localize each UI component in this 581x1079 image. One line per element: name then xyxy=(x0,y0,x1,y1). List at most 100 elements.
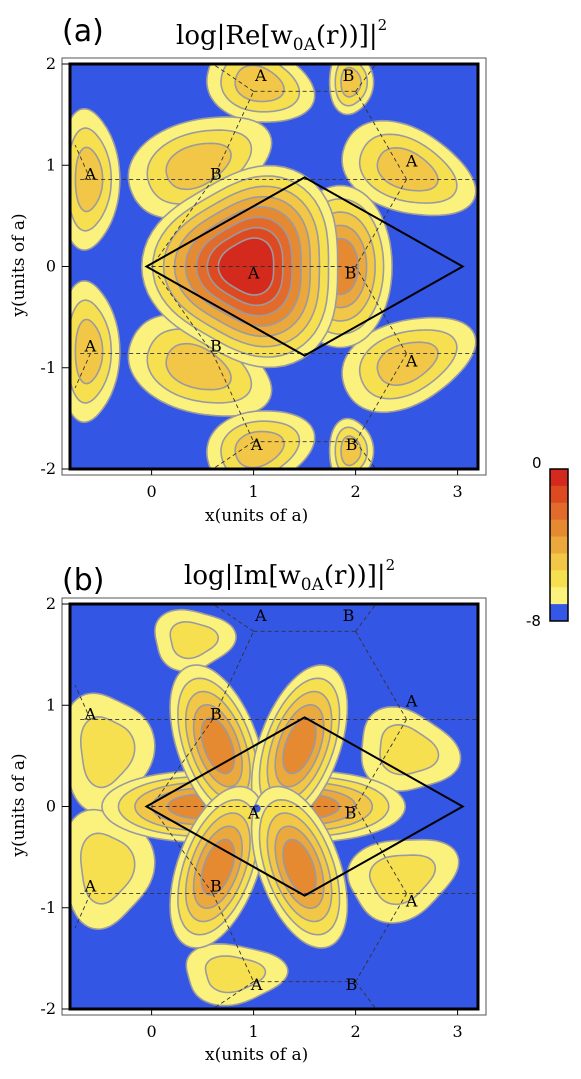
title-a-func: Re xyxy=(225,21,261,51)
p1-petal-2-level-1 xyxy=(169,621,220,660)
colorbar-frame xyxy=(549,468,569,622)
panel-0-ytick-label-0: 2 xyxy=(46,54,56,73)
colorbar-segment-1 xyxy=(550,485,568,504)
panel-0-site-a-5: A xyxy=(247,264,260,283)
panel-1-bond-9 xyxy=(355,631,407,720)
panel-1-ytick-label-4: -2 xyxy=(40,999,56,1018)
panel-1-xtick-label-1: 1 xyxy=(249,1022,259,1041)
panel-1-bond-18 xyxy=(74,684,91,720)
colorbar-segment-0 xyxy=(550,469,568,487)
panel-1-plot: A B A B A A B A B A A B 0 1 2 3 2 1 0 -1 -2 xyxy=(40,594,487,1041)
panel-a-xlabel: x(units of a) xyxy=(205,506,309,526)
panel-0-ytick-label-4: -2 xyxy=(40,459,56,478)
panel-0-site-a-4: A xyxy=(405,151,418,170)
colorbar-segment-8 xyxy=(550,604,568,622)
panel-0-site-b-1: B xyxy=(343,66,355,85)
panel-1-bond-7 xyxy=(151,719,214,807)
panel-0-xtick-label-2: 2 xyxy=(351,482,361,501)
title-b-prefix: log xyxy=(184,561,225,591)
panel-1-site-a-9: A xyxy=(405,892,418,911)
panel-1-xtick-label-0: 0 xyxy=(147,1022,157,1041)
panel-0-bond-19 xyxy=(74,353,91,389)
panel-1-ytick-label-0: 2 xyxy=(46,594,56,613)
panel-1-bond-6 xyxy=(212,893,255,982)
colorbar-min-label: -8 xyxy=(526,612,541,630)
panel-0-site-b-11: B xyxy=(346,435,358,454)
panel-b-label: (b) xyxy=(62,563,105,598)
colorbar xyxy=(549,468,569,622)
panel-1-site-a-5: A xyxy=(247,804,260,823)
panel-0-bond-15 xyxy=(355,64,377,92)
panel-1-bond-19 xyxy=(74,893,91,929)
panel-1-site-b-11: B xyxy=(346,975,358,994)
panel-0-bond-17 xyxy=(355,441,377,469)
panel-0-xtick-label-1: 1 xyxy=(249,482,259,501)
title-b-func: Im xyxy=(233,561,269,591)
title-b-w: w xyxy=(278,561,301,591)
panel-0-bond-8 xyxy=(151,266,214,354)
panel-1-bond-11 xyxy=(355,719,407,807)
panel-1-bond-12 xyxy=(355,806,407,894)
panel-0-field: A B A B A A B A B A A B xyxy=(70,64,478,469)
panel-0-unit-cell xyxy=(144,176,465,357)
p1-petal-0-level-1 xyxy=(80,715,136,789)
panel-1-site-a-7: A xyxy=(84,877,97,896)
title-b-sub: 0A xyxy=(300,575,324,595)
panel-0-bond-6 xyxy=(212,353,255,442)
panel-1-field: A B A B A A B A B A A B xyxy=(70,604,478,1009)
p1-petal-3-level-1 xyxy=(379,723,440,776)
p0-lobe-7-level-2 xyxy=(376,341,439,387)
panel-0-site-a-10: A xyxy=(250,435,263,454)
p1-petal-4-level-1 xyxy=(368,854,437,906)
panel-b-title: log|Im[w0A(r))]|2 xyxy=(184,556,396,595)
panel-0-bond-18 xyxy=(74,144,91,180)
panel-b-ylabel: y(units of a) xyxy=(9,753,29,857)
panel-0-plot: A B A B A A B A B A A B 0 1 2 3 2 1 0 -1 -2 xyxy=(40,54,487,501)
panel-1-site-a-10: A xyxy=(250,975,263,994)
panel-0-site-a-2: A xyxy=(84,164,97,183)
panel-0-site-a-9: A xyxy=(405,352,418,371)
panel-1-ytick-label-3: -1 xyxy=(40,898,56,917)
panel-1-site-a-4: A xyxy=(405,691,418,710)
p0-lobe-4-level-2 xyxy=(376,146,439,192)
panel-a-ylabel: y(units of a) xyxy=(9,213,29,317)
p0-lobe-0-level-2 xyxy=(234,64,285,103)
panel-1-site-b-3: B xyxy=(210,704,222,723)
colorbar-segment-4 xyxy=(550,536,568,554)
colorbar-segment-5 xyxy=(550,553,568,571)
panel-1-xtick-label-3: 3 xyxy=(453,1022,463,1041)
panel-0-bond-16 xyxy=(212,441,254,469)
panel-0-ytick-label-3: -1 xyxy=(40,358,56,377)
p0-lobe-1-level-2 xyxy=(340,66,362,98)
panel-0-site-b-3: B xyxy=(210,164,222,183)
p0-lobe-9-level-2 xyxy=(340,435,362,467)
panel-1-bond-14 xyxy=(212,604,254,632)
panel-1-bond-15 xyxy=(355,604,377,632)
title-a-prefix: log xyxy=(176,21,217,51)
p0-lobe-8-level-2 xyxy=(234,430,285,469)
panel-1-site-b-8: B xyxy=(210,877,222,896)
panel-0-site-b-8: B xyxy=(210,337,222,356)
panel-1-bond-8 xyxy=(151,806,214,894)
colorbar-segment-2 xyxy=(550,502,568,521)
panel-0-site-a-0: A xyxy=(254,66,267,85)
p1-petal-1-level-1 xyxy=(80,832,136,905)
panel-0-bond-14 xyxy=(212,64,254,92)
title-a-sub: 0A xyxy=(292,35,316,55)
title-a-w: w xyxy=(270,21,293,51)
panel-1-ytick-label-1: 1 xyxy=(46,695,56,714)
panel-0-bond-7 xyxy=(151,179,214,267)
panel-1-ytick-label-2: 0 xyxy=(46,797,56,816)
colorbar-segment-7 xyxy=(550,587,568,605)
colorbar-max-label: 0 xyxy=(532,454,542,472)
panel-0-site-a-7: A xyxy=(84,337,97,356)
title-a-sup: 2 xyxy=(377,16,388,34)
colorbar-segment-6 xyxy=(550,570,568,588)
panel-1-site-a-2: A xyxy=(84,704,97,723)
panel-1-unit-cell xyxy=(144,716,465,897)
panel-a-label: (a) xyxy=(62,14,104,49)
colorbar-segment-3 xyxy=(550,519,568,538)
panel-0-ytick-label-2: 0 xyxy=(46,257,56,276)
panel-0-bond-5 xyxy=(212,91,255,180)
